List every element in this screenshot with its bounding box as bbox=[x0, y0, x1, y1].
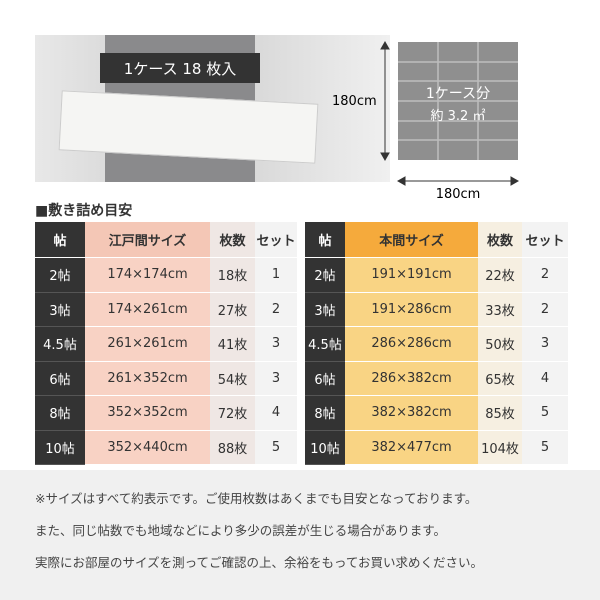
table-cell: 27枚 bbox=[210, 292, 255, 327]
table-cell: 2帖 bbox=[35, 258, 85, 293]
table-cell: 286×286cm bbox=[345, 327, 478, 362]
table-cell: 88枚 bbox=[210, 430, 255, 465]
table-cell: 22枚 bbox=[478, 258, 522, 293]
diagram: 180cm 180cm 1ケース分 約 3.2 ㎡ bbox=[332, 40, 520, 202]
table-cell: 3 bbox=[522, 327, 568, 362]
section-title: ■敷き詰め目安 bbox=[35, 203, 133, 219]
table-cell: 4 bbox=[255, 396, 297, 431]
height-label: 180cm bbox=[332, 94, 377, 109]
table-header: セット bbox=[522, 222, 568, 258]
dimension-arrows bbox=[380, 40, 520, 186]
table-cell: 2帖 bbox=[305, 258, 345, 293]
diagram-title: 1ケース分 bbox=[426, 86, 490, 102]
note-line: ※サイズはすべて約表示です。ご使用枚数はあくまでも目安となっております。 bbox=[35, 491, 478, 506]
table-cell: 18枚 bbox=[210, 258, 255, 293]
table-cell: 3 bbox=[255, 327, 297, 362]
table-cell: 382×382cm bbox=[345, 396, 478, 431]
table-cell: 5 bbox=[255, 430, 297, 465]
table-cell: 174×261cm bbox=[85, 292, 210, 327]
table-cell: 65枚 bbox=[478, 361, 522, 396]
table-cell: 33枚 bbox=[478, 292, 522, 327]
note-line: また、同じ帖数でも地域などにより多少の誤差が生じる場合があります。 bbox=[35, 523, 447, 538]
table-cell: 85枚 bbox=[478, 396, 522, 431]
table-header: 帖 bbox=[305, 222, 345, 258]
table-header: セット bbox=[255, 222, 297, 258]
table-cell: 4.5帖 bbox=[305, 327, 345, 362]
table-cell: 286×382cm bbox=[345, 361, 478, 396]
table-cell: 1 bbox=[255, 258, 297, 293]
table-cell: 10帖 bbox=[305, 430, 345, 465]
table-header: 本間サイズ bbox=[345, 222, 478, 258]
table-cell: 3帖 bbox=[305, 292, 345, 327]
table-header: 枚数 bbox=[210, 222, 255, 258]
table-cell: 6帖 bbox=[305, 361, 345, 396]
table-cell: 6帖 bbox=[35, 361, 85, 396]
table-cell: 50枚 bbox=[478, 327, 522, 362]
table-cell: 8帖 bbox=[305, 396, 345, 431]
photo-label: 1ケース 18 枚入 bbox=[100, 53, 260, 83]
table-cell: 104枚 bbox=[478, 430, 522, 465]
table-header: 枚数 bbox=[478, 222, 522, 258]
table-cell: 5 bbox=[522, 430, 568, 465]
table-header: 江戸間サイズ bbox=[85, 222, 210, 258]
tile-grid bbox=[398, 42, 518, 160]
diagram-area: 約 3.2 ㎡ bbox=[431, 109, 486, 124]
table-cell: 174×174cm bbox=[85, 258, 210, 293]
table-cell: 41枚 bbox=[210, 327, 255, 362]
table-cell: 2 bbox=[522, 258, 568, 293]
notes-area bbox=[0, 470, 600, 600]
table-cell: 352×352cm bbox=[85, 396, 210, 431]
table-cell: 3 bbox=[255, 361, 297, 396]
table-cell: 191×286cm bbox=[345, 292, 478, 327]
box bbox=[58, 90, 319, 164]
table-cell: 3帖 bbox=[35, 292, 85, 327]
table-cell: 10帖 bbox=[35, 430, 85, 465]
table-cell: 352×440cm bbox=[85, 430, 210, 465]
width-label: 180cm bbox=[436, 187, 481, 202]
table-cell: 261×352cm bbox=[85, 361, 210, 396]
table-cell: 261×261cm bbox=[85, 327, 210, 362]
table-cell: 4 bbox=[522, 361, 568, 396]
table-cell: 2 bbox=[255, 292, 297, 327]
table-cell: 191×191cm bbox=[345, 258, 478, 293]
table-cell: 4.5帖 bbox=[35, 327, 85, 362]
table-cell: 8帖 bbox=[35, 396, 85, 431]
table-cell: 382×477cm bbox=[345, 430, 478, 465]
note-line: 実際にお部屋のサイズを測ってご確認の上、余裕をもってお買い求めください。 bbox=[35, 555, 484, 570]
photo: 1ケース 18 枚入 bbox=[35, 35, 390, 182]
table-cell: 5 bbox=[522, 396, 568, 431]
table-cell: 2 bbox=[522, 292, 568, 327]
table-header: 帖 bbox=[35, 222, 85, 258]
table-cell: 54枚 bbox=[210, 361, 255, 396]
table-cell: 72枚 bbox=[210, 396, 255, 431]
